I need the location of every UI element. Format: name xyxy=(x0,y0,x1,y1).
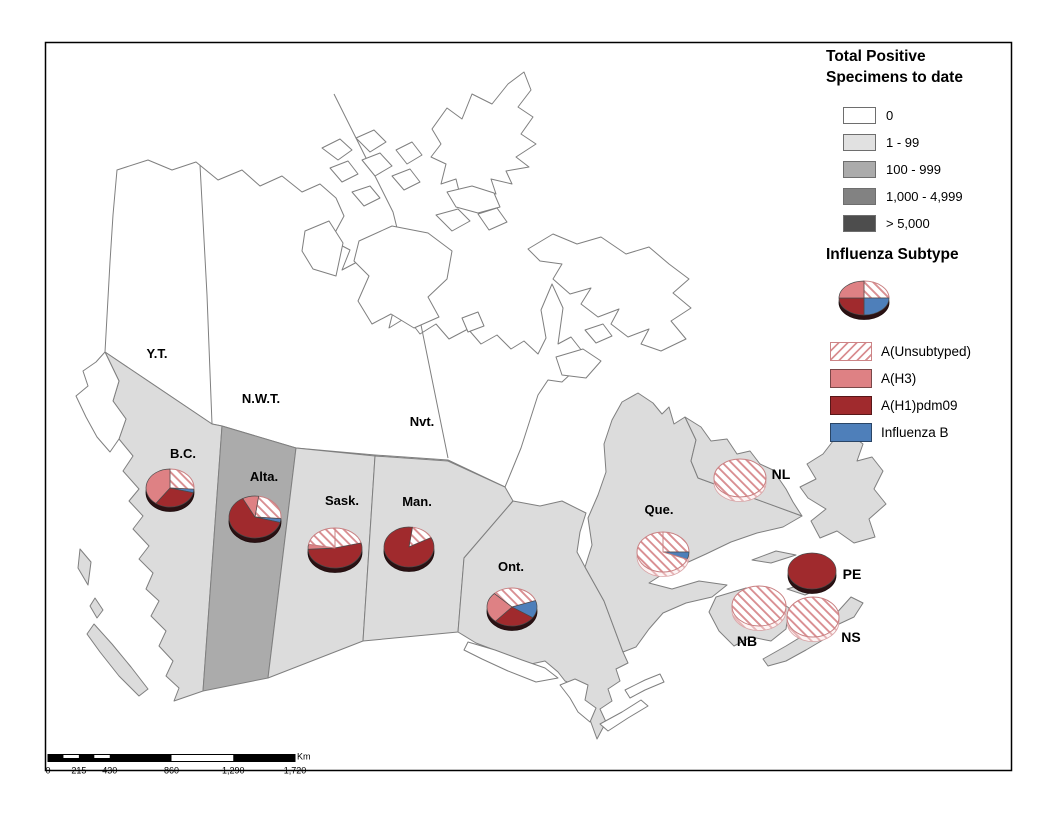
subtype-label-b: Influenza B xyxy=(881,424,949,440)
map-label-ns: NS xyxy=(841,629,860,645)
subtype-swatch-h3 xyxy=(830,368,872,388)
map-label-yt: Y.T. xyxy=(147,346,168,361)
subtype-legend-title: Influenza Subtype xyxy=(826,245,959,263)
map-label-que: Que. xyxy=(645,502,674,517)
legend-class-row: 1 - 99 xyxy=(843,133,1016,151)
legend-class-row: 100 - 999 xyxy=(843,160,1016,178)
pie-pe xyxy=(787,552,837,594)
province-labels-layer: Y.T. N.W.T. Nvt. B.C. Alta. Sask. Man. Ont. Que.… xyxy=(147,346,862,649)
legend-class-swatch xyxy=(843,133,876,151)
legend-class-label: > 5,000 xyxy=(886,215,930,231)
legend-class-list: 0 1 - 99 100 - 999 1,000 - 4,999 > 5,000 xyxy=(843,106,1016,232)
scalebar-tick: 430 xyxy=(102,766,117,776)
pie-man xyxy=(383,526,435,572)
region-anticosti xyxy=(751,550,797,564)
legend-class-label: 100 - 999 xyxy=(886,161,941,177)
scalebar-tick: 0 xyxy=(45,766,50,776)
subtype-legend-row: A(H3) xyxy=(830,368,1016,388)
map-label-sask: Sask. xyxy=(325,493,359,508)
legend-class-swatch xyxy=(843,106,876,124)
map-label-alta: Alta. xyxy=(250,469,278,484)
border-nwt-nunavut xyxy=(333,93,449,459)
map-label-man: Man. xyxy=(402,494,432,509)
map-label-bc: B.C. xyxy=(170,446,196,461)
coast-islet xyxy=(89,597,104,619)
legend-class-swatch xyxy=(843,187,876,205)
map-label-nvt: Nvt. xyxy=(410,414,435,429)
legend-class-row: > 5,000 xyxy=(843,214,1016,232)
sample-pie xyxy=(838,280,890,320)
region-quebec xyxy=(584,392,803,653)
scalebar-tick: 1,290 xyxy=(222,766,245,776)
scalebar-tick: 1,720 xyxy=(284,766,307,776)
legend-class-label: 0 xyxy=(886,107,894,123)
legend-class-row: 0 xyxy=(843,106,1016,124)
landmass-layer xyxy=(75,71,887,740)
subtype-label-unsubtyped: A(Unsubtyped) xyxy=(881,343,972,359)
subtype-label-h1: A(H1)pdm09 xyxy=(881,397,958,413)
pie-ns xyxy=(786,596,840,642)
subtype-swatch-b xyxy=(830,422,872,442)
subtype-legend-row: Influenza B xyxy=(830,422,1016,442)
pie-nb xyxy=(731,585,787,631)
subtype-legend-list: A(Unsubtyped) A(H3) A(H1)pdm09 Influenza B xyxy=(830,341,1016,442)
legend-class-row: 1,000 - 4,999 xyxy=(843,187,1016,205)
map-label-nl: NL xyxy=(772,466,791,482)
border-yukon-nwt xyxy=(199,164,213,425)
legend-title-line1: Total Positive xyxy=(826,48,926,65)
scalebar: 0 215 430 860 1,290 1,720 Km xyxy=(45,752,310,776)
pie-nl xyxy=(713,458,767,502)
arctic-islands xyxy=(301,71,692,379)
scalebar-tick: 860 xyxy=(164,766,179,776)
sample-pie-chart xyxy=(838,280,890,320)
great-lakes xyxy=(463,641,665,732)
subtype-swatch-h1 xyxy=(830,395,872,415)
region-haida-gwaii xyxy=(77,548,92,586)
scalebar-unit: Km xyxy=(297,752,311,762)
scalebar-tick: 215 xyxy=(71,766,86,776)
region-bc xyxy=(104,351,223,702)
legend-title: Total Positive Specimens to date xyxy=(826,46,1016,89)
legend-panel: Total Positive Specimens to date 0 1 - 99… xyxy=(826,46,1016,450)
subtype-swatch-unsubtyped xyxy=(830,341,872,361)
map-label-pe: PE xyxy=(843,566,862,582)
legend-class-swatch xyxy=(843,214,876,232)
region-alaska-panhandle xyxy=(75,351,127,453)
province-pies-layer xyxy=(145,458,840,642)
legend-title-line2: Specimens to date xyxy=(826,69,963,87)
map-label-nb: NB xyxy=(737,633,757,649)
region-newfoundland xyxy=(799,430,887,544)
subtype-legend-row: A(Unsubtyped) xyxy=(830,341,1016,361)
pie-sask xyxy=(307,527,363,573)
legend-class-swatch xyxy=(843,160,876,178)
pie-ont xyxy=(486,587,538,631)
subtype-legend-row: A(H1)pdm09 xyxy=(830,395,1016,415)
map-label-nwt: N.W.T. xyxy=(242,391,280,406)
map-label-ont: Ont. xyxy=(498,559,524,574)
pie-alta xyxy=(228,495,282,543)
legend-class-label: 1,000 - 4,999 xyxy=(886,188,963,204)
pie-bc xyxy=(145,468,195,512)
subtype-label-h3: A(H3) xyxy=(881,370,917,386)
pie-que xyxy=(636,531,690,577)
region-vancouver-island xyxy=(86,623,149,697)
legend-class-label: 1 - 99 xyxy=(886,134,920,150)
